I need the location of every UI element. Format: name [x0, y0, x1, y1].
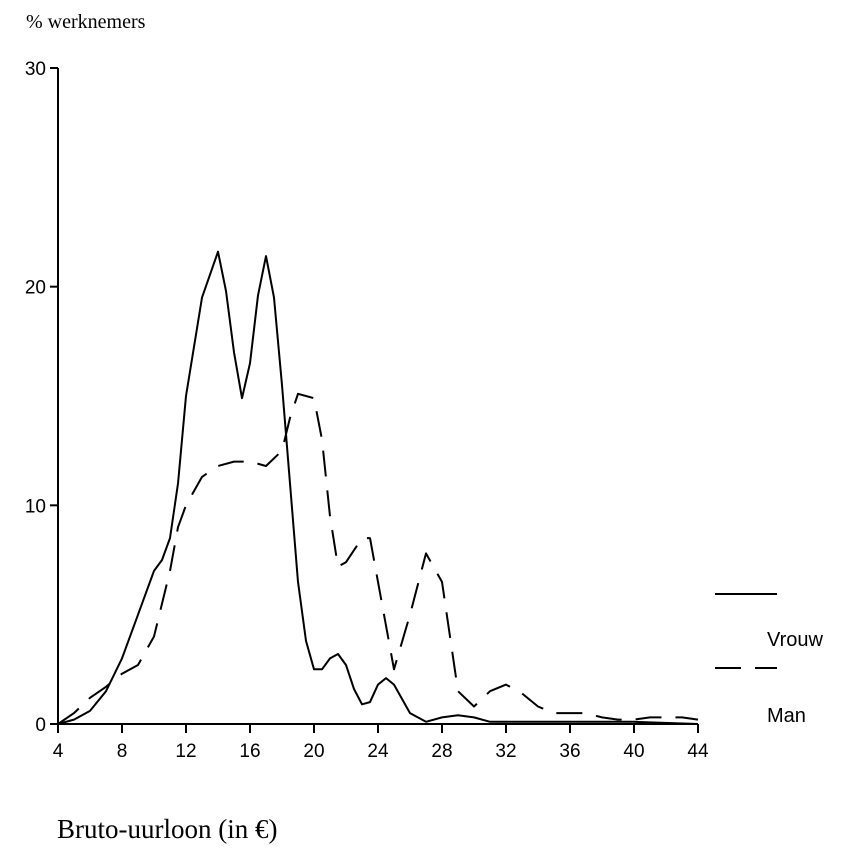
x-tick-label: 12 [175, 741, 196, 762]
x-tick-label: 8 [117, 741, 128, 762]
x-tick-label: 28 [431, 741, 452, 762]
x-tick-label: 36 [559, 741, 580, 762]
x-tick-label: 4 [53, 741, 64, 762]
legend: Vrouw Man [715, 593, 824, 727]
y-tick-label: 30 [25, 59, 46, 80]
legend-label-man: Man [767, 705, 806, 727]
y-tick-label: 0 [35, 715, 46, 736]
series-line-man [57, 392, 699, 725]
x-axis-title: Bruto-uurloon (in €) [57, 814, 277, 844]
y-tick-label: 10 [25, 496, 46, 517]
series-layer [57, 250, 699, 725]
x-tick-label: 32 [495, 741, 516, 762]
x-tick-label: 16 [239, 741, 260, 762]
y-axis-title: % werknemers [26, 11, 146, 33]
series-line-vrouw [57, 250, 699, 725]
x-tick-label: 24 [367, 741, 389, 762]
y-ticks: 0 10 20 30 [25, 59, 58, 736]
plot-area: 0 10 20 30 4 8 12 16 20 24 28 32 36 40 44 [25, 59, 709, 762]
x-tick-label: 20 [303, 741, 324, 762]
x-tick-label: 40 [623, 741, 644, 762]
legend-label-vrouw: Vrouw [767, 629, 824, 651]
y-tick-label: 20 [25, 278, 46, 299]
x-tick-label: 44 [687, 741, 709, 762]
x-ticks: 4 8 12 16 20 24 28 32 36 40 44 [53, 724, 709, 762]
